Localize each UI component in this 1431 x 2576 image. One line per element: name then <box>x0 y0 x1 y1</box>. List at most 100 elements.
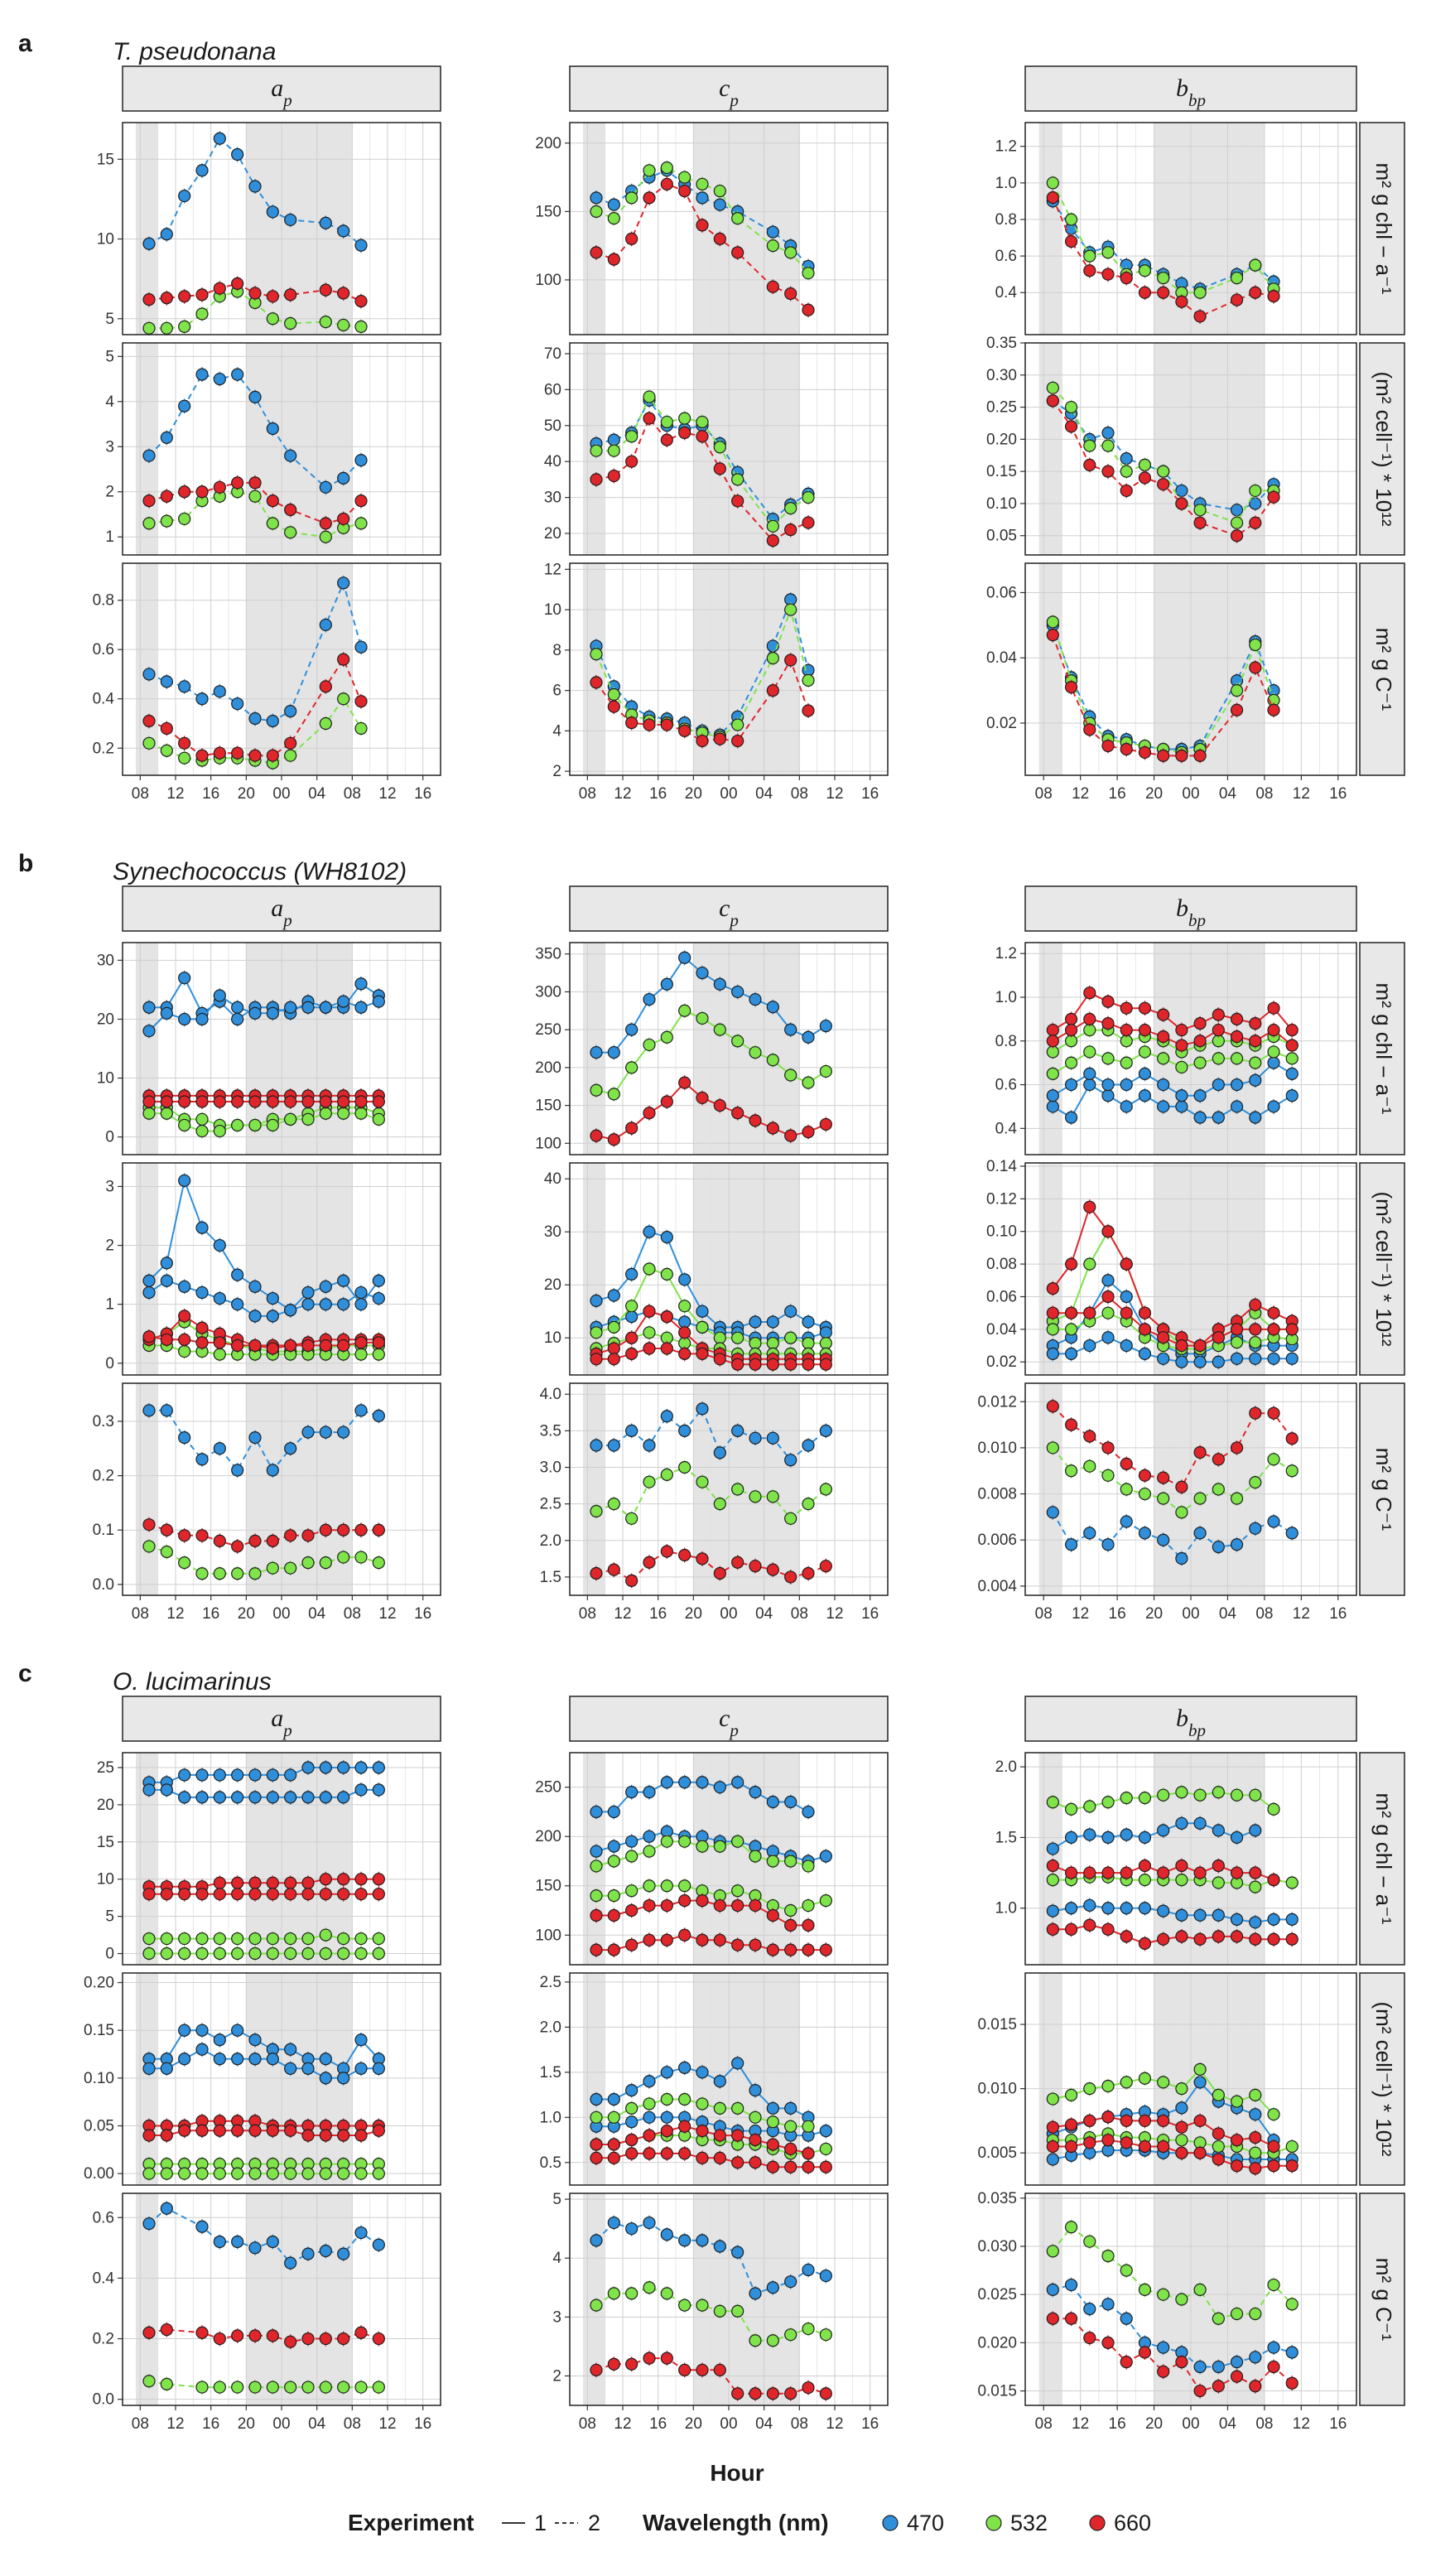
data-point-660 <box>319 517 332 530</box>
data-point-660 <box>731 1358 744 1371</box>
data-point-660 <box>195 749 209 762</box>
y-tick-label: 0.08 <box>986 1256 1017 1273</box>
data-point-660 <box>590 2151 603 2164</box>
data-point-532 <box>354 517 368 530</box>
x-tick-label: 12 <box>1072 785 1089 803</box>
y-tick-label: 350 <box>535 946 561 963</box>
data-point-532 <box>749 1490 762 1503</box>
y-tick-label: 200 <box>535 135 561 152</box>
data-point-532 <box>1083 1800 1096 1813</box>
data-point-660 <box>248 749 262 762</box>
data-point-470 <box>231 147 244 162</box>
y-tick-label: 10 <box>97 1871 114 1889</box>
data-point-470 <box>607 2092 620 2106</box>
y-tick-label: 20 <box>544 1276 561 1294</box>
plot-panel: 0.015 0.020 0.025 0.030 0.035 <box>977 2190 1357 2406</box>
data-point-532 <box>1249 2088 1262 2101</box>
data-point-470 <box>1249 2108 1262 2121</box>
column-strip-label: ap <box>271 75 292 110</box>
y-tick-label: 3.5 <box>540 1422 561 1440</box>
data-point-532 <box>213 1946 226 1961</box>
data-point-660 <box>1064 234 1078 248</box>
data-point-532 <box>713 441 726 454</box>
data-point-660 <box>819 1943 832 1956</box>
data-point-660 <box>1120 1930 1133 1943</box>
data-point-532 <box>284 1561 297 1575</box>
data-point-660 <box>802 2381 815 2395</box>
data-point-532 <box>319 1556 332 1570</box>
column-strip-box <box>569 885 889 932</box>
data-point-532 <box>1267 1045 1280 1059</box>
data-point-660 <box>590 1943 603 1956</box>
data-point-470 <box>1230 2356 1244 2369</box>
data-point-660 <box>142 1095 156 1108</box>
column-strip-label: bbp <box>1176 75 1206 110</box>
data-point-532 <box>1212 1876 1225 1889</box>
data-point-470 <box>266 1768 279 1782</box>
data-point-470 <box>213 1238 226 1252</box>
data-point-470 <box>195 2220 209 2233</box>
data-point-470 <box>1230 504 1244 517</box>
data-point-660 <box>1230 1930 1244 1943</box>
y-tick-label: 0.010 <box>977 2081 1017 2098</box>
x-tick-label: 16 <box>1329 2415 1347 2433</box>
data-point-660 <box>607 1943 620 1956</box>
data-point-532 <box>819 2142 832 2156</box>
plot-panel: 5 10 15 <box>97 122 441 336</box>
data-point-532 <box>337 692 350 706</box>
data-point-532 <box>696 1840 709 1853</box>
y-tick-label: 2 <box>552 2367 561 2385</box>
data-point-532 <box>643 390 656 403</box>
data-point-532 <box>1230 1052 1244 1065</box>
plot-panel: 0.00 0.05 0.10 0.15 0.20 <box>84 1972 441 2186</box>
data-point-660 <box>1046 2139 1059 2154</box>
data-point-532 <box>266 1932 279 1946</box>
data-point-532 <box>142 2167 156 2180</box>
data-point-660 <box>337 1523 350 1536</box>
data-point-660 <box>372 1888 385 1901</box>
plot-border <box>569 122 889 335</box>
legend-dot-532 <box>985 2515 1002 2531</box>
data-point-660 <box>643 1933 656 1946</box>
x-tick-label: 08 <box>1255 2415 1273 2433</box>
data-point-470 <box>213 685 226 698</box>
data-point-470 <box>337 1791 350 1804</box>
data-point-660 <box>678 2147 691 2160</box>
x-tick-label: 08 <box>1035 1605 1053 1623</box>
data-point-532 <box>319 2381 332 2394</box>
data-point-470 <box>195 2024 209 2037</box>
data-point-532 <box>284 1946 297 1961</box>
data-point-660 <box>678 1347 691 1361</box>
data-point-532 <box>660 2287 673 2300</box>
data-point-470 <box>142 2217 156 2231</box>
data-point-532 <box>660 161 673 175</box>
data-point-660 <box>354 695 368 708</box>
data-point-532 <box>337 1551 350 1564</box>
data-point-532 <box>819 1064 832 1078</box>
data-point-660 <box>319 1873 332 1886</box>
data-point-470 <box>1212 1540 1225 1554</box>
row-strip-box <box>1359 1972 1405 2186</box>
data-point-532 <box>731 1035 744 1048</box>
x-tick-label: 12 <box>166 1605 184 1623</box>
data-point-660 <box>1212 2127 1225 2140</box>
y-tick-label: 0.25 <box>986 399 1017 417</box>
data-point-660 <box>607 2357 620 2371</box>
y-tick-label: 200 <box>535 1828 561 1845</box>
data-point-470 <box>802 1030 815 1044</box>
y-tick-label: 250 <box>535 1021 561 1039</box>
data-point-660 <box>160 2323 173 2337</box>
data-point-660 <box>1212 1930 1225 1943</box>
data-point-660 <box>1101 1922 1115 1936</box>
data-point-470 <box>160 1783 173 1797</box>
data-point-660 <box>625 1347 638 1361</box>
data-point-660 <box>731 2387 744 2400</box>
data-point-532 <box>784 2328 797 2342</box>
data-point-532 <box>213 1932 226 1946</box>
data-point-660 <box>696 430 709 443</box>
data-point-532 <box>178 1932 191 1946</box>
data-point-532 <box>1212 2139 1225 2154</box>
data-point-660 <box>266 1095 279 1108</box>
data-point-532 <box>1285 2298 1298 2311</box>
x-tick-label: 04 <box>755 785 773 803</box>
